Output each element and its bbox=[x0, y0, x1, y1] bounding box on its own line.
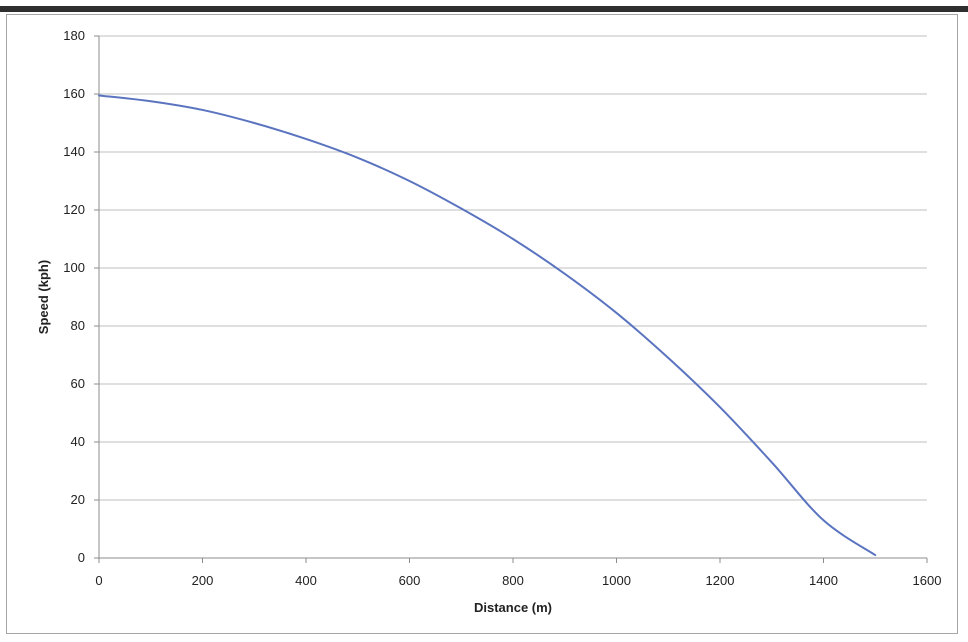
x-tick-label-1600: 1600 bbox=[913, 573, 942, 588]
grid-lines bbox=[94, 35, 927, 559]
y-tick-label-0: 0 bbox=[78, 550, 85, 565]
chart-border bbox=[6, 14, 958, 634]
y-tick-label-20: 20 bbox=[71, 492, 85, 507]
x-tick-label-0: 0 bbox=[95, 573, 102, 588]
y-axis-title: Speed (kph) bbox=[36, 260, 51, 334]
x-tick-label-1400: 1400 bbox=[809, 573, 838, 588]
y-tick-label-160: 160 bbox=[63, 86, 85, 101]
x-tick-labels: 0 200 400 600 800 1000 1200 1400 1600 bbox=[95, 573, 941, 588]
x-axis-title: Distance (m) bbox=[474, 600, 552, 615]
top-rule bbox=[0, 6, 968, 12]
series-group bbox=[98, 94, 877, 557]
y-tick-label-120: 120 bbox=[63, 202, 85, 217]
x-tick-label-800: 800 bbox=[502, 573, 524, 588]
x-tick-label-400: 400 bbox=[295, 573, 317, 588]
y-tick-labels: 0 20 40 60 80 100 120 140 160 180 bbox=[63, 28, 85, 565]
x-tick-label-1000: 1000 bbox=[602, 573, 631, 588]
y-tick-label-80: 80 bbox=[71, 318, 85, 333]
y-tick-label-140: 140 bbox=[63, 144, 85, 159]
y-tick-label-100: 100 bbox=[63, 260, 85, 275]
x-tick-label-600: 600 bbox=[399, 573, 421, 588]
y-tick-label-40: 40 bbox=[71, 434, 85, 449]
axes bbox=[98, 36, 928, 563]
y-tick-label-60: 60 bbox=[71, 376, 85, 391]
series-line-0 bbox=[98, 94, 877, 557]
x-tick-label-1200: 1200 bbox=[706, 573, 735, 588]
x-tick-label-200: 200 bbox=[192, 573, 214, 588]
y-tick-label-180: 180 bbox=[63, 28, 85, 43]
